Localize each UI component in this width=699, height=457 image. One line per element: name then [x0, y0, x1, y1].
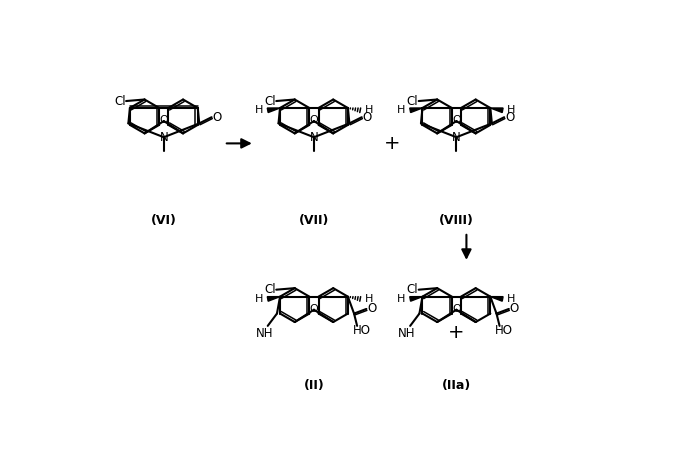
Text: H: H: [365, 294, 373, 304]
Text: (II): (II): [303, 379, 324, 393]
Text: O: O: [159, 115, 168, 125]
Polygon shape: [490, 297, 503, 301]
Text: NH: NH: [398, 327, 416, 340]
Polygon shape: [490, 108, 503, 112]
Text: O: O: [505, 111, 514, 124]
Text: Cl: Cl: [114, 95, 126, 107]
Text: (VI): (VI): [151, 214, 177, 227]
Text: (VII): (VII): [298, 214, 329, 227]
Text: H: H: [254, 294, 263, 304]
Text: (IIa): (IIa): [442, 379, 471, 393]
Text: Cl: Cl: [407, 283, 418, 296]
Polygon shape: [410, 297, 422, 301]
Text: O: O: [363, 111, 372, 124]
Text: O: O: [510, 303, 519, 315]
Text: HO: HO: [495, 324, 513, 337]
Text: (VIII): (VIII): [439, 214, 474, 227]
Text: O: O: [452, 304, 461, 314]
Text: +: +: [448, 323, 465, 341]
Text: O: O: [367, 303, 376, 315]
Polygon shape: [267, 108, 280, 112]
Text: O: O: [310, 304, 318, 314]
Text: H: H: [507, 294, 516, 304]
Text: H: H: [254, 105, 263, 115]
Text: HO: HO: [353, 324, 370, 337]
Text: O: O: [452, 115, 461, 125]
Polygon shape: [267, 297, 280, 301]
Text: H: H: [397, 105, 405, 115]
Text: +: +: [384, 134, 400, 153]
Text: N: N: [159, 131, 168, 144]
Text: O: O: [310, 115, 318, 125]
Text: Cl: Cl: [264, 95, 276, 107]
Polygon shape: [410, 108, 422, 112]
Text: N: N: [310, 131, 318, 144]
Text: NH: NH: [256, 327, 273, 340]
Text: N: N: [452, 131, 461, 144]
Text: H: H: [507, 105, 516, 115]
Text: O: O: [212, 111, 222, 124]
Text: H: H: [397, 294, 405, 304]
Text: Cl: Cl: [264, 283, 276, 296]
Text: H: H: [365, 105, 373, 115]
Text: Cl: Cl: [407, 95, 418, 107]
